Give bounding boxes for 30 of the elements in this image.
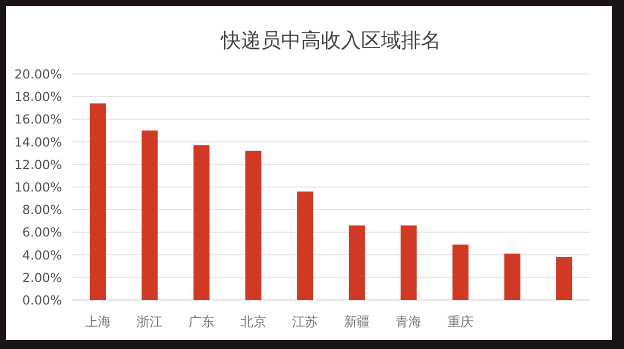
- y-tick-label: 0.00%: [22, 292, 62, 308]
- x-tick-label: 北京: [240, 314, 266, 329]
- y-tick-label: 14.00%: [14, 134, 62, 150]
- bar: [90, 103, 106, 300]
- bar: [400, 225, 417, 300]
- x-tick-label: 重庆: [448, 314, 474, 329]
- bar: [348, 225, 365, 300]
- y-tick-label: 16.00%: [14, 112, 62, 127]
- bar: [245, 150, 262, 300]
- y-tick-label: 4.00%: [22, 247, 62, 262]
- bar: [142, 130, 158, 300]
- x-tick-label: 江苏: [292, 314, 318, 329]
- bar: [556, 257, 572, 300]
- x-tick-label: 青海: [396, 314, 422, 329]
- bar: [193, 145, 210, 300]
- bar: [297, 192, 314, 300]
- x-tick-label: 上海: [84, 314, 111, 329]
- y-tick-label: 10.00%: [14, 180, 62, 194]
- y-tick-label: 6.00%: [22, 224, 62, 240]
- y-tick-label: 20.00%: [14, 66, 62, 82]
- chart-title: 快递员中高收入区域排名: [220, 28, 441, 52]
- x-tick-label: 广东: [188, 314, 214, 329]
- bar: [452, 244, 469, 300]
- x-tick-label: 新疆: [344, 314, 370, 329]
- y-tick-label: 8.00%: [22, 202, 62, 218]
- bar: [504, 254, 520, 300]
- y-tick-label: 2.00%: [22, 270, 62, 285]
- x-tick-label: 浙江: [136, 314, 163, 329]
- y-tick-label: 12.00%: [14, 156, 62, 172]
- y-tick-label: 18.00%: [14, 89, 62, 104]
